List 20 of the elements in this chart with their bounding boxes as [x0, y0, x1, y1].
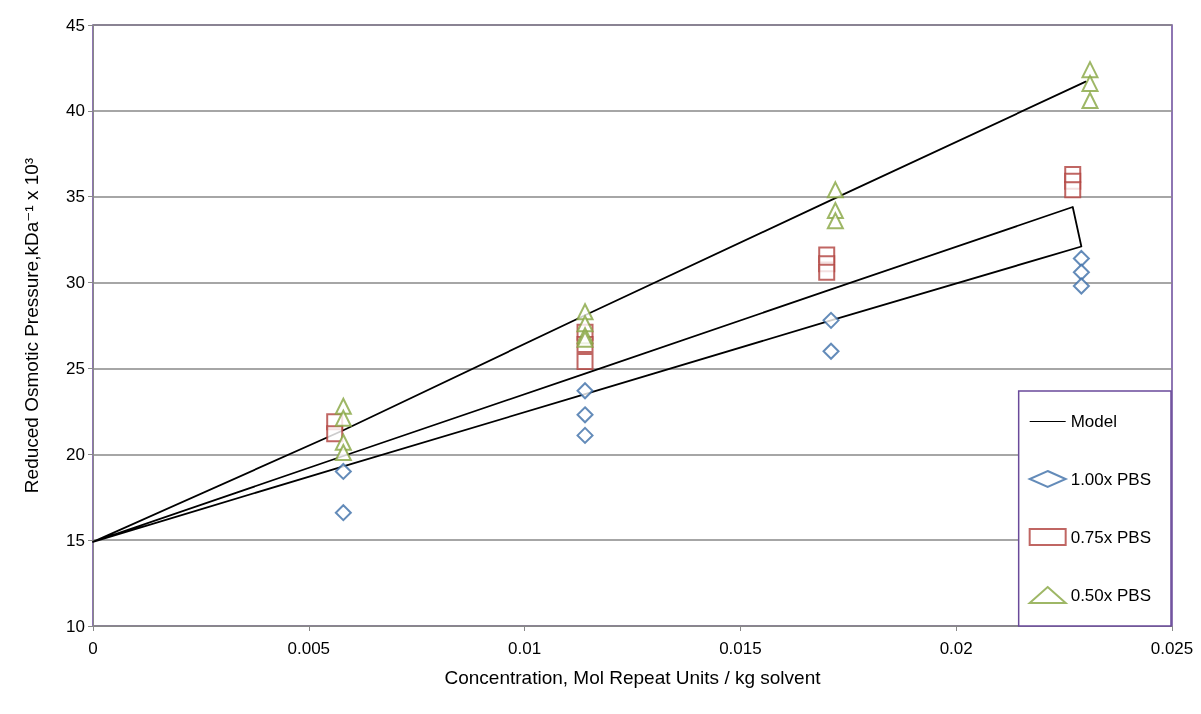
legend-label: Model — [1070, 412, 1117, 431]
y-axis-title: Reduced Osmotic Pressure,kDa⁻¹ x 10³ — [21, 157, 42, 494]
x-tick-label: 0.01 — [508, 639, 542, 658]
x-tick-label: 0.025 — [1150, 639, 1194, 658]
y-tick-label: 25 — [66, 358, 85, 378]
x-tick-label: 0.02 — [939, 639, 973, 658]
y-tick-label: 20 — [66, 444, 85, 464]
y-tick-label: 40 — [66, 101, 85, 121]
legend-label: 1.00x PBS — [1070, 469, 1151, 489]
y-tick-label: 10 — [66, 616, 85, 636]
x-tick-label: 0.015 — [719, 639, 762, 658]
y-tick-label: 45 — [66, 15, 85, 35]
x-tick-label: 0.005 — [287, 639, 331, 658]
x-axis-title: Concentration, Mol Repeat Units / kg solvent — [444, 667, 822, 688]
legend-label: 0.50x PBS — [1070, 585, 1151, 605]
y-tick-label: 30 — [66, 273, 85, 293]
legend-label: 0.75x PBS — [1070, 527, 1151, 547]
y-tick-label: 15 — [66, 530, 85, 550]
x-tick-label: 0 — [88, 639, 98, 658]
y-tick-label: 35 — [66, 187, 85, 207]
